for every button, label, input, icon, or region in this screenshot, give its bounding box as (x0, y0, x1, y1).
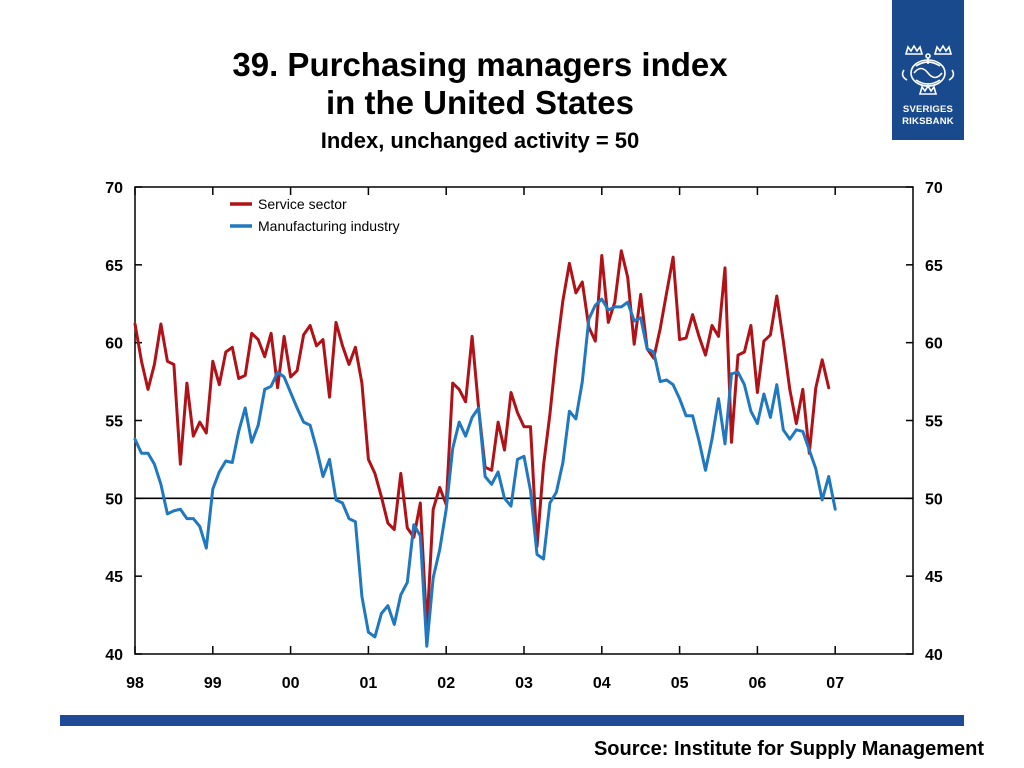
y-tick-label-right: 45 (925, 569, 943, 586)
chart-title-line-1: 39. Purchasing managers index (232, 46, 728, 83)
riksbank-logo: SVERIGES RIKSBANK (892, 0, 964, 140)
x-tick-label: 98 (126, 675, 144, 692)
y-tick-label-left: 50 (105, 491, 123, 508)
logo-text-line-1: SVERIGES (902, 104, 954, 115)
y-tick-label-left: 55 (105, 414, 123, 431)
y-tick-label-left: 60 (105, 336, 123, 353)
x-tick-label: 99 (204, 675, 222, 692)
y-tick-label-left: 40 (105, 647, 123, 664)
x-tick-label: 01 (360, 675, 378, 692)
chart-title-line-2: in the United States (325, 84, 635, 121)
y-tick-label-left: 65 (105, 258, 123, 275)
x-tick-label: 07 (826, 675, 844, 692)
manufacturing-industry-line (133, 297, 837, 648)
x-tick-label: 00 (282, 675, 300, 692)
pmi-line-chart: 40 40 45 45 50 50 55 55 60 60 65 65 70 70 98 99 00 01 02 03… (105, 180, 943, 692)
x-tick-label: 03 (515, 675, 533, 692)
chart-subtitle: Index, unchanged activity = 50 (320, 128, 640, 153)
legend-label-manufacturing: Manufacturing industry (258, 218, 400, 234)
y-tick-label-right: 40 (925, 647, 943, 664)
y-tick-label-right: 65 (925, 258, 943, 275)
y-tick-label-right: 60 (925, 336, 943, 353)
x-tick-label: 06 (749, 675, 767, 692)
x-tick-label: 02 (437, 675, 455, 692)
crown-emblem-icon (901, 44, 955, 95)
x-tick-label: 05 (671, 675, 689, 692)
legend-label-service: Service sector (258, 196, 347, 212)
y-tick-label-left: 70 (105, 180, 123, 197)
x-tick-label: 04 (593, 675, 611, 692)
y-tick-label-right: 55 (925, 414, 943, 431)
footer-bar (60, 715, 964, 726)
y-tick-label-left: 45 (105, 569, 123, 586)
y-tick-label-right: 70 (925, 180, 943, 197)
chart-title-block: 39. Purchasing managers index in the Uni… (140, 46, 820, 156)
source-note: Source: Institute for Supply Management (593, 738, 984, 760)
logo-text-line-2: RIKSBANK (902, 116, 954, 127)
y-tick-label-right: 50 (925, 491, 943, 508)
